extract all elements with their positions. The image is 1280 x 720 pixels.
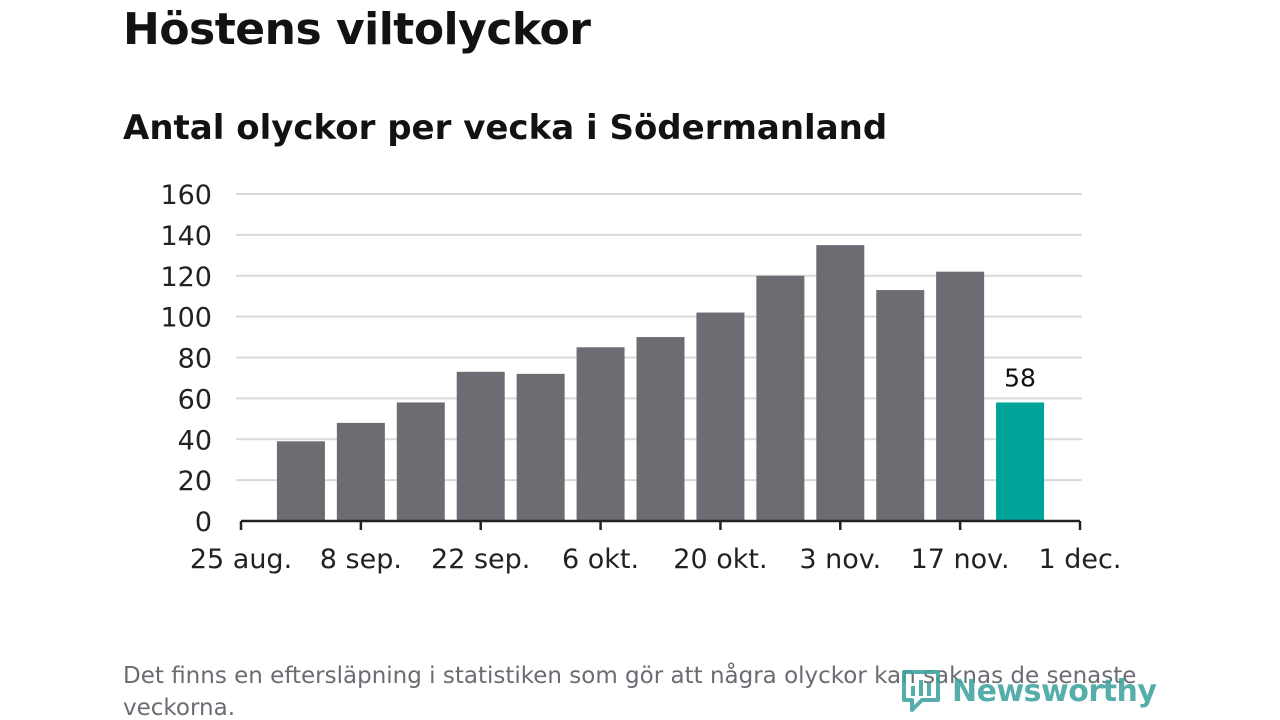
bar <box>516 373 565 521</box>
bar <box>636 337 685 521</box>
bar <box>276 441 325 521</box>
newsworthy-logo-icon <box>902 670 940 712</box>
x-tick-label: 17 nov. <box>911 544 1010 575</box>
y-tick-label: 80 <box>178 344 212 375</box>
bar <box>816 245 865 521</box>
bar <box>456 371 505 521</box>
bar <box>336 422 385 521</box>
y-tick-label: 20 <box>178 466 212 497</box>
newsworthy-logo-text: Newsworthy <box>952 673 1157 709</box>
x-tick-label: 8 sep. <box>320 544 402 575</box>
bar <box>576 347 625 521</box>
y-tick-label: 100 <box>160 303 212 334</box>
x-tick-label: 20 okt. <box>673 544 767 575</box>
data-label: 58 <box>1004 363 1036 392</box>
bar <box>876 290 925 521</box>
y-tick-label: 40 <box>178 425 212 456</box>
x-tick-label: 1 dec. <box>1039 544 1122 575</box>
bar <box>396 402 445 521</box>
footnote: Det finns en eftersläpning i statistiken… <box>123 663 1137 720</box>
bar <box>696 312 745 521</box>
y-tick-label: 160 <box>160 180 212 211</box>
y-tick-label: 140 <box>160 221 212 252</box>
newsworthy-logo: Newsworthy <box>900 668 1157 714</box>
x-tick-label: 25 aug. <box>190 544 292 575</box>
x-tick-label: 22 sep. <box>431 544 530 575</box>
y-tick-label: 0 <box>195 507 212 538</box>
chart-subtitle: Antal olyckor per vecka i Södermanland <box>123 108 888 148</box>
x-tick-label: 3 nov. <box>799 544 881 575</box>
bar <box>936 271 985 521</box>
y-tick-label: 60 <box>178 384 212 415</box>
y-tick-label: 120 <box>160 262 212 293</box>
bar <box>756 275 805 521</box>
x-tick-label: 6 okt. <box>562 544 639 575</box>
chart-title: Höstens viltolyckor <box>123 4 591 55</box>
bar <box>996 402 1045 521</box>
